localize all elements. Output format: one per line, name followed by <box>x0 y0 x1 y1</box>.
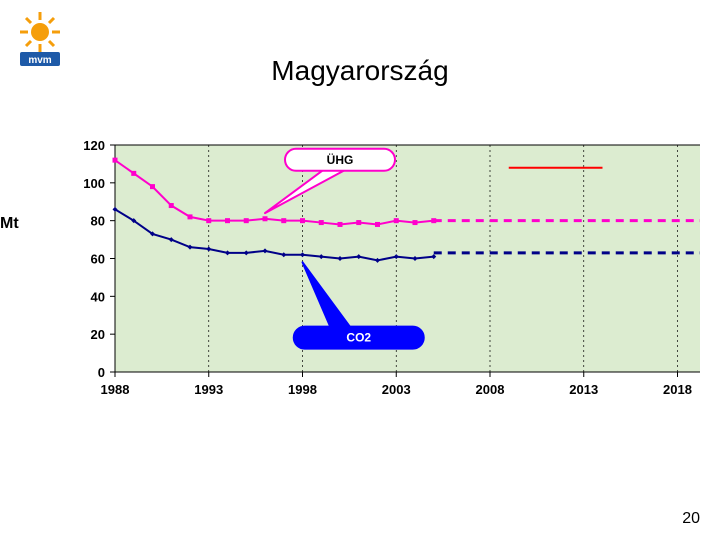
svg-text:20: 20 <box>91 327 105 342</box>
svg-text:CO2: CO2 <box>346 331 371 345</box>
svg-text:100: 100 <box>83 176 105 191</box>
svg-text:1993: 1993 <box>194 382 223 397</box>
svg-text:2013: 2013 <box>569 382 598 397</box>
svg-text:2008: 2008 <box>476 382 505 397</box>
svg-text:40: 40 <box>91 289 105 304</box>
emissions-chart: 0 20 40 60 80 100 120 1988 1993 1998 2003 2008 2013 2… <box>30 130 700 450</box>
svg-text:80: 80 <box>91 214 105 229</box>
svg-text:60: 60 <box>91 252 105 267</box>
y-axis-label: Mt <box>0 215 19 233</box>
svg-text:ÜHG: ÜHG <box>327 152 354 167</box>
svg-text:120: 120 <box>83 138 105 153</box>
page-title: Magyarország <box>0 55 720 87</box>
svg-text:0: 0 <box>98 365 105 380</box>
svg-text:2018: 2018 <box>663 382 692 397</box>
svg-text:2003: 2003 <box>382 382 411 397</box>
svg-text:1988: 1988 <box>101 382 130 397</box>
svg-text:1998: 1998 <box>288 382 317 397</box>
page-number: 20 <box>682 510 700 528</box>
